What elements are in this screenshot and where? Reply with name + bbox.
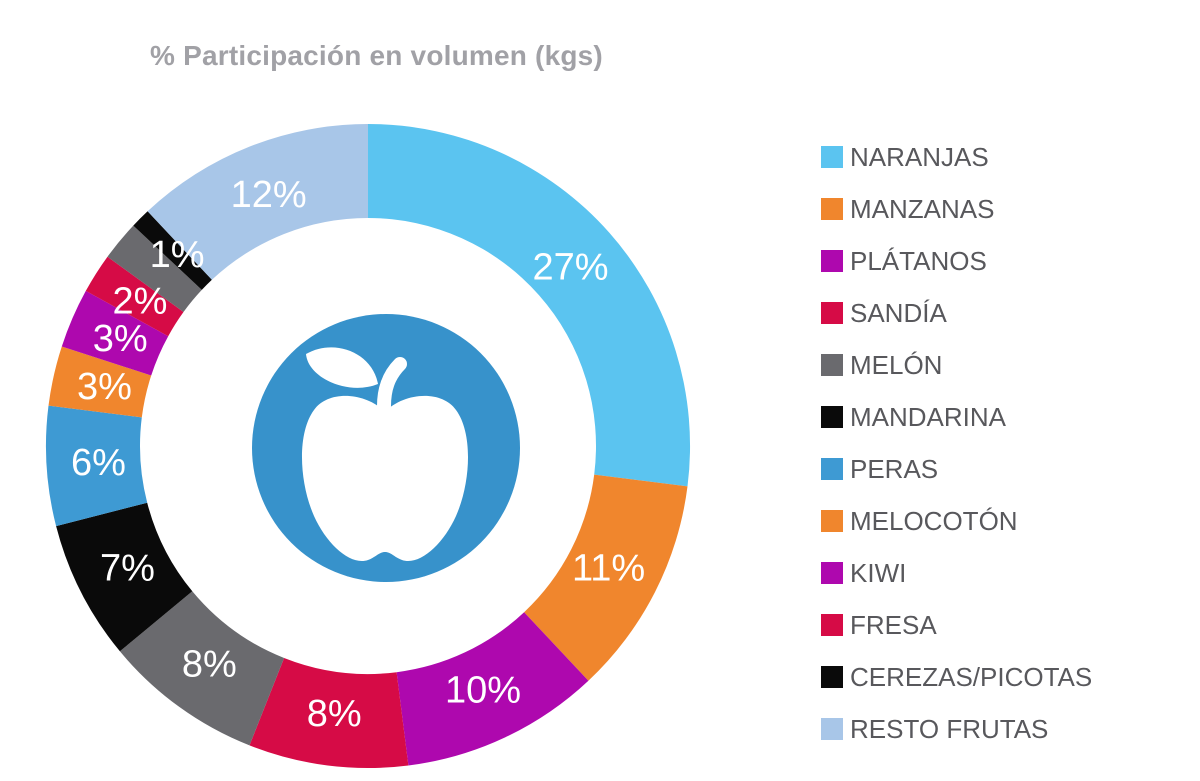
donut-slice-mel-n xyxy=(119,591,285,746)
legend-item-naranjas: NARANJAS xyxy=(821,131,1092,183)
slice-label: 8% xyxy=(307,693,362,735)
donut-slice-resto-frutas xyxy=(147,124,368,280)
legend-label: MELOCOTÓN xyxy=(850,505,1018,536)
legend-label: PLÁTANOS xyxy=(850,245,987,276)
legend-swatch xyxy=(821,718,843,740)
legend-swatch xyxy=(821,198,843,220)
legend-swatch xyxy=(821,406,843,428)
donut-slice-sand-a xyxy=(249,658,409,769)
legend-item-mel-n: MELÓN xyxy=(821,339,1092,391)
legend-label: KIWI xyxy=(850,557,907,588)
legend-label: SANDÍA xyxy=(850,297,947,328)
donut-slice-peras xyxy=(45,405,148,527)
legend-item-resto-frutas: RESTO FRUTAS xyxy=(821,703,1092,755)
legend-swatch xyxy=(821,666,843,688)
donut-slice-pl-tanos xyxy=(396,612,589,766)
legend-item-pl-tanos: PLÁTANOS xyxy=(821,235,1092,287)
legend-swatch xyxy=(821,354,843,376)
legend-label: PERAS xyxy=(850,453,939,484)
slice-label: 3% xyxy=(93,318,148,360)
donut-slice-mandarina xyxy=(56,502,193,652)
slice-label: 12% xyxy=(231,174,307,216)
donut-slice-fresa xyxy=(85,256,184,337)
chart-title: % Participación en volumen (kgs) xyxy=(150,40,603,71)
legend-label: MANZANAS xyxy=(850,193,995,224)
legend-item-cerezas-picotas: CEREZAS/PICOTAS xyxy=(821,651,1092,703)
legend-label: MANDARINA xyxy=(850,401,1007,432)
legend-swatch xyxy=(821,146,843,168)
legend-swatch xyxy=(821,302,843,324)
legend-item-kiwi: KIWI xyxy=(821,547,1092,599)
slice-label: 1% xyxy=(150,234,205,276)
legend-swatch xyxy=(821,250,843,272)
legend-item-melocot-n: MELOCOTÓN xyxy=(821,495,1092,547)
legend-item-peras: PERAS xyxy=(821,443,1092,495)
apple-icon xyxy=(301,347,469,562)
legend-item-sand-a: SANDÍA xyxy=(821,287,1092,339)
donut-slice-manzanas xyxy=(524,474,688,681)
legend-swatch xyxy=(821,510,843,532)
legend-label: CEREZAS/PICOTAS xyxy=(850,661,1093,692)
legend-label: MELÓN xyxy=(850,349,943,380)
donut-slice-melocot-n xyxy=(48,346,152,418)
donut-slice-unlabeled xyxy=(107,225,202,312)
legend-item-manzanas: MANZANAS xyxy=(821,183,1092,235)
slice-label: 3% xyxy=(77,366,132,408)
legend-label: NARANJAS xyxy=(850,141,989,172)
legend: NARANJAS MANZANAS PLÁTANOS SANDÍA MELÓN … xyxy=(821,131,1092,755)
legend-label: RESTO FRUTAS xyxy=(850,713,1049,744)
slice-label: 2% xyxy=(113,280,168,322)
legend-item-fresa: FRESA xyxy=(821,599,1092,651)
donut-slice-cerezas-picotas xyxy=(133,211,212,290)
legend-swatch xyxy=(821,562,843,584)
legend-label: FRESA xyxy=(850,609,937,640)
slice-label: 6% xyxy=(71,442,126,484)
slice-label: 27% xyxy=(532,246,608,288)
legend-item-mandarina: MANDARINA xyxy=(821,391,1092,443)
legend-swatch xyxy=(821,614,843,636)
donut-slice-kiwi xyxy=(61,290,169,376)
slice-label: 10% xyxy=(445,669,521,711)
legend-swatch xyxy=(821,458,843,480)
slice-label: 7% xyxy=(100,548,155,590)
slice-label: 8% xyxy=(182,643,237,685)
slice-label: 11% xyxy=(572,548,645,590)
donut-slice-naranjas xyxy=(368,124,691,487)
